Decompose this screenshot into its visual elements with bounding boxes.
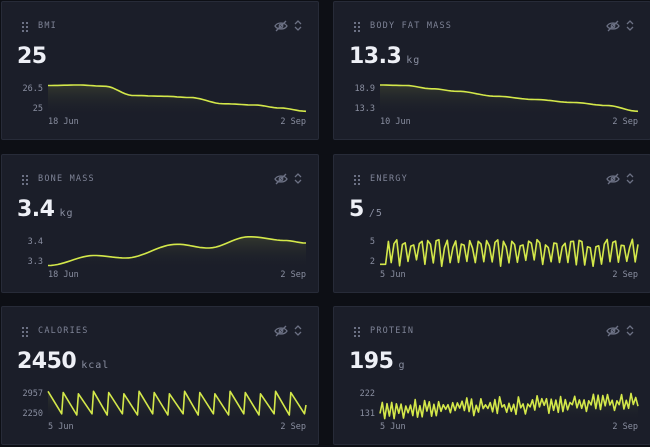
sparkline-line — [48, 84, 307, 113]
metric-value: 13.3 — [349, 44, 402, 69]
x-axis-end-label: 2 Sep — [612, 270, 638, 280]
y-axis-bottom-label: 2 — [370, 257, 375, 267]
sparkline-line — [380, 238, 639, 268]
eye-off-icon[interactable] — [274, 20, 288, 32]
y-axis-bottom-label: 13.3 — [355, 104, 375, 114]
card-title: BMI — [38, 21, 57, 31]
card-title: BODY FAT MASS — [370, 21, 453, 31]
chevron-up-down-icon[interactable] — [294, 324, 302, 337]
sparkline-area — [48, 85, 306, 116]
drag-handle-icon[interactable] — [354, 175, 362, 185]
eye-off-icon[interactable] — [274, 173, 288, 185]
sparkline-chart: 5 2 5 Jun 2 Sep — [370, 237, 639, 280]
y-axis-top-label: 18.9 — [355, 84, 375, 94]
chevron-up-down-icon[interactable] — [294, 172, 302, 185]
x-axis-start-label: 5 Jun — [48, 422, 74, 432]
card-title: ENERGY — [370, 174, 408, 184]
metric-unit: kcal — [81, 360, 110, 371]
metric-unit: kg — [59, 208, 74, 219]
x-axis-end-label: 2 Sep — [612, 117, 638, 127]
sparkline-line — [47, 390, 307, 416]
metric-value-row: 2450 kcal — [17, 349, 109, 374]
x-axis-start-label: 10 Jun — [380, 117, 411, 127]
metric-card-calories: CALORIES 2450 kcal 2957 2250 5 Jun 2 Sep — [1, 306, 319, 445]
chevron-up-down-icon[interactable] — [626, 324, 634, 337]
x-axis-start-label: 5 Jun — [380, 422, 406, 432]
x-axis-start-label: 5 Jun — [380, 270, 406, 280]
drag-handle-icon[interactable] — [354, 327, 362, 337]
y-axis-bottom-label: 2250 — [23, 409, 43, 419]
metric-value-row: 195 g — [349, 349, 405, 374]
metric-card-bmi: BMI 25 26.5 25 18 Jun 2 Sep — [1, 1, 319, 140]
y-axis-bottom-label: 25 — [33, 104, 43, 114]
eye-off-icon[interactable] — [606, 325, 620, 337]
metric-value: 2450 — [17, 349, 77, 374]
y-axis-top-label: 2957 — [23, 389, 43, 399]
metric-card-body-fat-mass: BODY FAT MASS 13.3 kg 18.9 13.3 10 Jun 2 Sep — [333, 1, 650, 140]
metric-value-row: 13.3 kg — [349, 44, 420, 69]
card-title: CALORIES — [38, 326, 89, 336]
sparkline-chart: 3.4 3.3 18 Jun 2 Sep — [28, 236, 307, 280]
sparkline-line — [379, 392, 639, 420]
chevron-up-down-icon[interactable] — [626, 172, 634, 185]
drag-handle-icon[interactable] — [22, 22, 30, 32]
metric-unit: /5 — [368, 208, 383, 219]
drag-handle-icon[interactable] — [22, 327, 30, 337]
x-axis-end-label: 2 Sep — [280, 422, 306, 432]
metric-value: 5 — [349, 197, 364, 222]
eye-off-icon[interactable] — [274, 325, 288, 337]
y-axis-bottom-label: 3.3 — [28, 257, 43, 267]
card-title: BONE MASS — [38, 174, 95, 184]
metric-value-row: 3.4 kg — [17, 197, 74, 222]
sparkline-area — [48, 236, 306, 269]
sparkline-line — [380, 84, 639, 113]
sparkline-chart: 2957 2250 5 Jun 2 Sep — [23, 389, 307, 432]
chevron-up-down-icon[interactable] — [626, 19, 634, 32]
y-axis-top-label: 3.4 — [28, 237, 43, 247]
y-axis-top-label: 222 — [360, 389, 375, 399]
sparkline-chart: 222 131 5 Jun 2 Sep — [360, 389, 639, 432]
x-axis-end-label: 2 Sep — [280, 117, 306, 127]
eye-off-icon[interactable] — [606, 20, 620, 32]
metric-value: 25 — [17, 44, 47, 69]
drag-handle-icon[interactable] — [22, 175, 30, 185]
metric-value: 3.4 — [17, 197, 55, 222]
y-axis-top-label: 26.5 — [23, 84, 43, 94]
metric-unit: g — [398, 360, 406, 371]
drag-handle-icon[interactable] — [354, 22, 362, 32]
metric-value-row: 25 — [17, 44, 52, 69]
y-axis-bottom-label: 131 — [360, 409, 375, 419]
metric-card-protein: PROTEIN 195 g 222 131 5 Jun 2 Sep — [333, 306, 650, 445]
sparkline-line — [47, 236, 307, 267]
sparkline-chart: 18.9 13.3 10 Jun 2 Sep — [355, 84, 639, 127]
metric-card-bone-mass: BONE MASS 3.4 kg 3.4 3.3 18 Jun 2 Sep — [1, 154, 319, 293]
card-title: PROTEIN — [370, 326, 415, 336]
x-axis-end-label: 2 Sep — [280, 270, 306, 280]
x-axis-start-label: 18 Jun — [48, 270, 79, 280]
chevron-up-down-icon[interactable] — [294, 19, 302, 32]
metric-card-energy: ENERGY 5/5 5 2 5 Jun 2 Sep — [333, 154, 650, 293]
metric-value-row: 5/5 — [349, 197, 383, 222]
sparkline-area — [380, 393, 638, 421]
sparkline-chart: 26.5 25 18 Jun 2 Sep — [23, 84, 307, 127]
x-axis-end-label: 2 Sep — [612, 422, 638, 432]
y-axis-top-label: 5 — [370, 237, 375, 247]
sparkline-area — [380, 85, 638, 116]
x-axis-start-label: 18 Jun — [48, 117, 79, 127]
metric-value: 195 — [349, 349, 394, 374]
metric-unit: kg — [406, 55, 421, 66]
eye-off-icon[interactable] — [606, 173, 620, 185]
